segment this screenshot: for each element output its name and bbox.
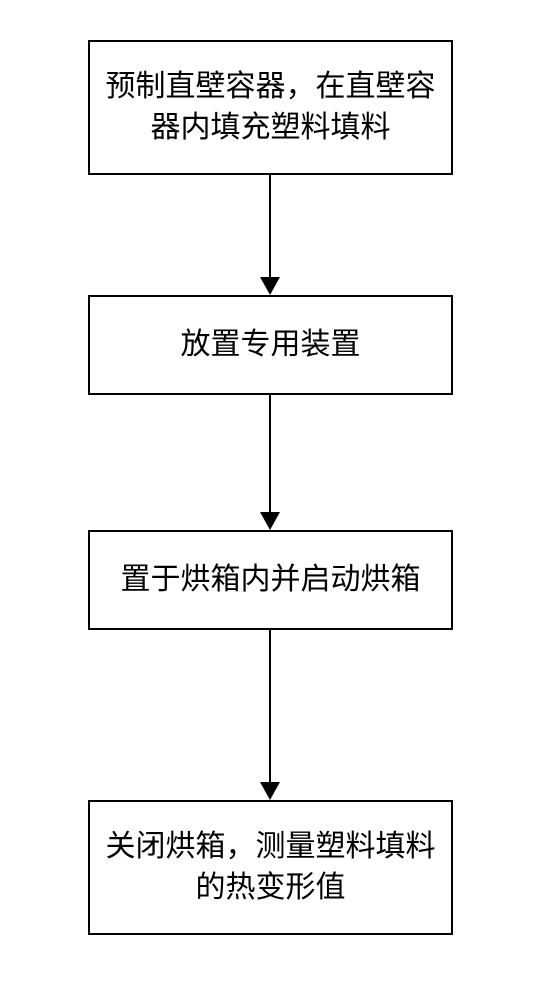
flow-arrow-1-head xyxy=(260,277,280,295)
flow-node-1: 预制直壁容器，在直壁容器内填充塑料填料 xyxy=(88,40,453,175)
flow-node-1-text: 预制直壁容器，在直壁容器内填充塑料填料 xyxy=(100,67,441,148)
flow-node-2-text: 放置专用装置 xyxy=(181,325,361,366)
flow-node-2: 放置专用装置 xyxy=(88,295,453,395)
flow-arrow-1-line xyxy=(269,175,271,277)
flow-arrow-3-line xyxy=(269,630,271,782)
flow-arrow-2-line xyxy=(269,395,271,512)
flow-node-4-text: 关闭烘箱，测量塑料填料的热变形值 xyxy=(100,827,441,908)
flow-arrow-2-head xyxy=(260,512,280,530)
flow-node-3: 置于烘箱内并启动烘箱 xyxy=(88,530,453,630)
flow-arrow-3-head xyxy=(260,782,280,800)
flow-node-3-text: 置于烘箱内并启动烘箱 xyxy=(121,560,421,601)
flow-node-4: 关闭烘箱，测量塑料填料的热变形值 xyxy=(88,800,453,935)
flowchart-canvas: 预制直壁容器，在直壁容器内填充塑料填料 放置专用装置 置于烘箱内并启动烘箱 关闭… xyxy=(0,0,545,1000)
